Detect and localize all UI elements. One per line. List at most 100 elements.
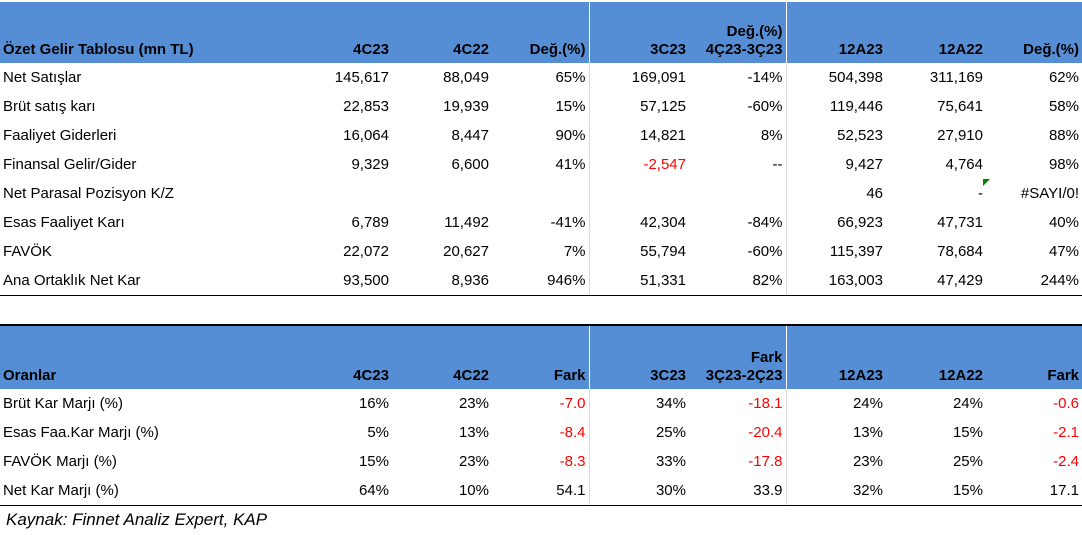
income-row: Faaliyet Giderleri 16,064 8,447 90% 14,821 8%…: [0, 121, 1082, 150]
income-4c22-value: [392, 179, 492, 208]
ratios-header-12a22: 12A22: [886, 325, 986, 389]
ratio-12a23-value: 23%: [852, 453, 883, 470]
income-annual-value: 47%: [1048, 243, 1079, 260]
ratio-annual-value: 17.1: [986, 476, 1082, 506]
ratio-12a23-value: 24%: [852, 395, 883, 412]
ratio-4c23-value: 64%: [292, 476, 392, 506]
ratio-12a22-value: 25%: [952, 453, 983, 470]
ratios-header-qoq-line2: 3Ç23-2Ç23: [705, 367, 783, 384]
ratio-qoq-value: 33.9: [689, 476, 787, 506]
ratios-table: Oranlar 4C23 4C22 Fark 3C23 Fark 3Ç23-2Ç…: [0, 324, 1082, 506]
ratio-4c22-value: 13%: [458, 424, 489, 441]
income-3c23-value: 42,304: [640, 214, 686, 231]
ratio-row: Brüt Kar Marjı (%) 16% 23% -7.0 34% -18.1 24% 2…: [0, 389, 1082, 418]
income-3c23-value: [589, 179, 689, 208]
income-row-label: Esas Faaliyet Karı: [3, 214, 125, 231]
income-row-label: Brüt satış karı: [3, 98, 96, 115]
income-12a22-value: 47,731: [937, 214, 983, 231]
income-12a23-value: 66,923: [837, 214, 883, 231]
income-header-change: Değ.(%): [492, 2, 590, 63]
income-row-label: Ana Ortaklık Net Kar: [0, 266, 292, 296]
income-12a23-value: 119,446: [829, 98, 883, 115]
income-header-label: Özet Gelir Tablosu (mn TL): [0, 2, 292, 63]
ratio-12a23-value: 13%: [852, 424, 883, 441]
income-12a22-value: 311,169: [929, 69, 983, 86]
income-row: Ana Ortaklık Net Kar 93,500 8,936 946% 51,33…: [0, 266, 1082, 296]
income-row-label: FAVÖK: [3, 243, 52, 260]
ratio-4c23-value: 5%: [367, 424, 389, 441]
income-statement-table: Özet Gelir Tablosu (mn TL) 4C23 4C22 Değ…: [0, 2, 1082, 296]
income-change-value: [492, 179, 590, 208]
income-annual-value: #SAYI/0!: [1020, 185, 1079, 202]
ratio-row-label: Brüt Kar Marjı (%): [3, 395, 124, 412]
ratio-annual-value: -2.4: [1053, 453, 1079, 470]
income-annual-value: 40%: [1048, 214, 1079, 231]
income-row: Net Satışlar 145,617 88,049 65% 169,091 -14% 5…: [0, 63, 1082, 92]
ratio-annual-value: -2.1: [1053, 424, 1079, 441]
income-4c23-value: 9,329: [351, 156, 389, 173]
ratio-3c23-value: 25%: [655, 424, 686, 441]
income-12a22-value: 78,684: [937, 243, 983, 260]
ratio-3c23-value: 30%: [589, 476, 689, 506]
ratio-qoq-value: -17.8: [689, 447, 787, 476]
ratio-annual-value: -0.6: [1053, 395, 1079, 412]
income-header-4c23: 4C23: [292, 2, 392, 63]
ratios-header-diff: Fark: [492, 325, 590, 389]
income-4c23-value: 22,072: [343, 243, 389, 260]
income-12a23-value: 9,427: [845, 156, 883, 173]
ratio-3c23-value: 33%: [655, 453, 686, 470]
income-change-value: -41%: [492, 208, 590, 237]
income-annual-value: 88%: [1048, 127, 1079, 144]
income-annual-value: 62%: [1048, 69, 1079, 86]
ratio-12a23-value: 32%: [786, 476, 886, 506]
income-12a22-value: 27,910: [937, 127, 983, 144]
income-row-label: Faaliyet Giderleri: [3, 127, 117, 144]
ratio-row: Esas Faa.Kar Marjı (%) 5% 13% -8.4 25% -20.4 1…: [0, 418, 1082, 447]
income-row-label: Finansal Gelir/Gider: [3, 156, 137, 173]
income-12a23-value: 504,398: [828, 69, 883, 86]
income-row: Esas Faaliyet Karı 6,789 11,492 -41% 42,304-…: [0, 208, 1082, 237]
income-row-label: Net Satışlar: [3, 69, 82, 86]
income-row: Brüt satış karı 22,853 19,939 15% 57,125 -60%…: [0, 92, 1082, 121]
ratio-12a22-value: 15%: [952, 424, 983, 441]
ratio-3c23-value: 34%: [655, 395, 686, 412]
income-qoq-value: 82%: [689, 266, 787, 296]
ratio-4c23-value: 15%: [358, 453, 389, 470]
ratios-header-qoq-diff: Fark 3Ç23-2Ç23: [689, 325, 787, 389]
income-3c23-value: 169,091: [631, 69, 686, 86]
income-qoq-value: -60%: [689, 237, 787, 266]
ratio-12a22-value: 15%: [886, 476, 986, 506]
income-header-row: Özet Gelir Tablosu (mn TL) 4C23 4C22 Değ…: [0, 2, 1082, 63]
income-4c22-value: 88,049: [443, 69, 489, 86]
income-row: FAVÖK 22,072 20,627 7% 55,794 -60% 115,397 78,6…: [0, 237, 1082, 266]
ratios-header-annual-diff: Fark: [986, 325, 1082, 389]
ratios-header-row: Oranlar 4C23 4C22 Fark 3C23 Fark 3Ç23-2Ç…: [0, 325, 1082, 389]
ratio-row-label: Net Kar Marjı (%): [0, 476, 292, 506]
comment-indicator-icon[interactable]: [983, 179, 990, 186]
income-12a22-value: -: [978, 185, 983, 202]
ratio-change-value: -7.0: [492, 389, 590, 418]
income-header-annual-change: Değ.(%): [986, 2, 1082, 63]
income-3c23-value: 51,331: [589, 266, 689, 296]
ratio-change-value: -8.4: [492, 418, 590, 447]
income-3c23-value: 57,125: [640, 98, 686, 115]
ratio-row-label: FAVÖK Marjı (%): [3, 453, 117, 470]
income-4c22-value: 11,492: [444, 214, 489, 231]
income-qoq-value: [689, 179, 787, 208]
income-header-qoq-change: Değ.(%) 4Ç23-3Ç23: [689, 2, 787, 63]
ratio-row: FAVÖK Marjı (%) 15% 23% -8.3 33% -17.8 23% 25% -…: [0, 447, 1082, 476]
income-4c23-value: 22,853: [343, 98, 389, 115]
income-4c23-value: 145,617: [334, 69, 389, 86]
income-header-4c22: 4C22: [392, 2, 492, 63]
ratio-4c22-value: 23%: [458, 395, 489, 412]
ratios-header-12a23: 12A23: [786, 325, 886, 389]
income-4c22-value: 20,627: [443, 243, 489, 260]
income-3c23-value: 14,821: [640, 127, 686, 144]
income-change-value: 41%: [492, 150, 590, 179]
income-4c22-value: 19,939: [443, 98, 489, 115]
income-annual-value: 98%: [1048, 156, 1079, 173]
income-4c22-value: 6,600: [451, 156, 489, 173]
income-12a22-value: 47,429: [886, 266, 986, 296]
income-qoq-value: -14%: [689, 63, 787, 92]
income-4c22-value: 8,936: [392, 266, 492, 296]
